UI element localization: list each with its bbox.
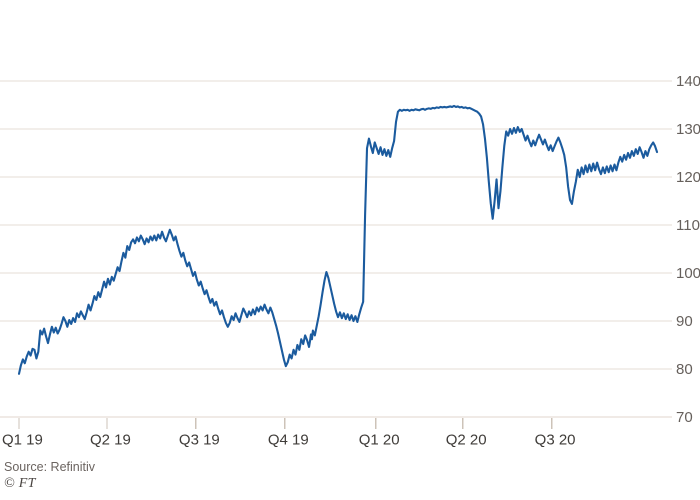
ft-credit: © FT <box>4 476 36 491</box>
chart-footer: Source: Refinitiv © FT <box>4 459 404 492</box>
y-axis-tick-label: 70 <box>676 409 693 426</box>
series-line-price <box>17 104 659 375</box>
x-axis-tick-label: Q2 19 <box>90 431 131 448</box>
y-axis-tick-label: 100 <box>676 265 700 282</box>
y-axis-tick-label: 110 <box>676 217 700 234</box>
x-axis-tick-label: Q3 20 <box>535 431 576 448</box>
x-axis-tick-label: Q1 19 <box>2 431 43 448</box>
x-axis-tick-label: Q3 19 <box>179 431 220 448</box>
y-axis-tick-label: 140 <box>676 73 700 90</box>
y-axis-tick-label: 120 <box>676 169 700 186</box>
x-axis-tick-label: Q4 19 <box>268 431 309 448</box>
y-axis-labels-group: 70 80 90 100 110 120 130 140 <box>676 73 700 426</box>
gridlines-group <box>0 80 672 418</box>
source-note: Source: Refinitiv <box>4 460 96 474</box>
x-axis-tick-label: Q1 20 <box>359 431 400 448</box>
x-axis-labels-group: Q1 19 Q2 19 Q3 19 Q4 19 Q1 20 Q2 20 Q3 20 <box>2 431 576 448</box>
y-axis-tick-label: 90 <box>676 313 693 330</box>
y-axis-tick-label: 130 <box>676 121 700 138</box>
x-tickmarks-group <box>18 418 553 429</box>
y-axis-tick-label: 80 <box>676 361 693 378</box>
x-axis-tick-label: Q2 20 <box>446 431 487 448</box>
series-group <box>17 104 659 375</box>
